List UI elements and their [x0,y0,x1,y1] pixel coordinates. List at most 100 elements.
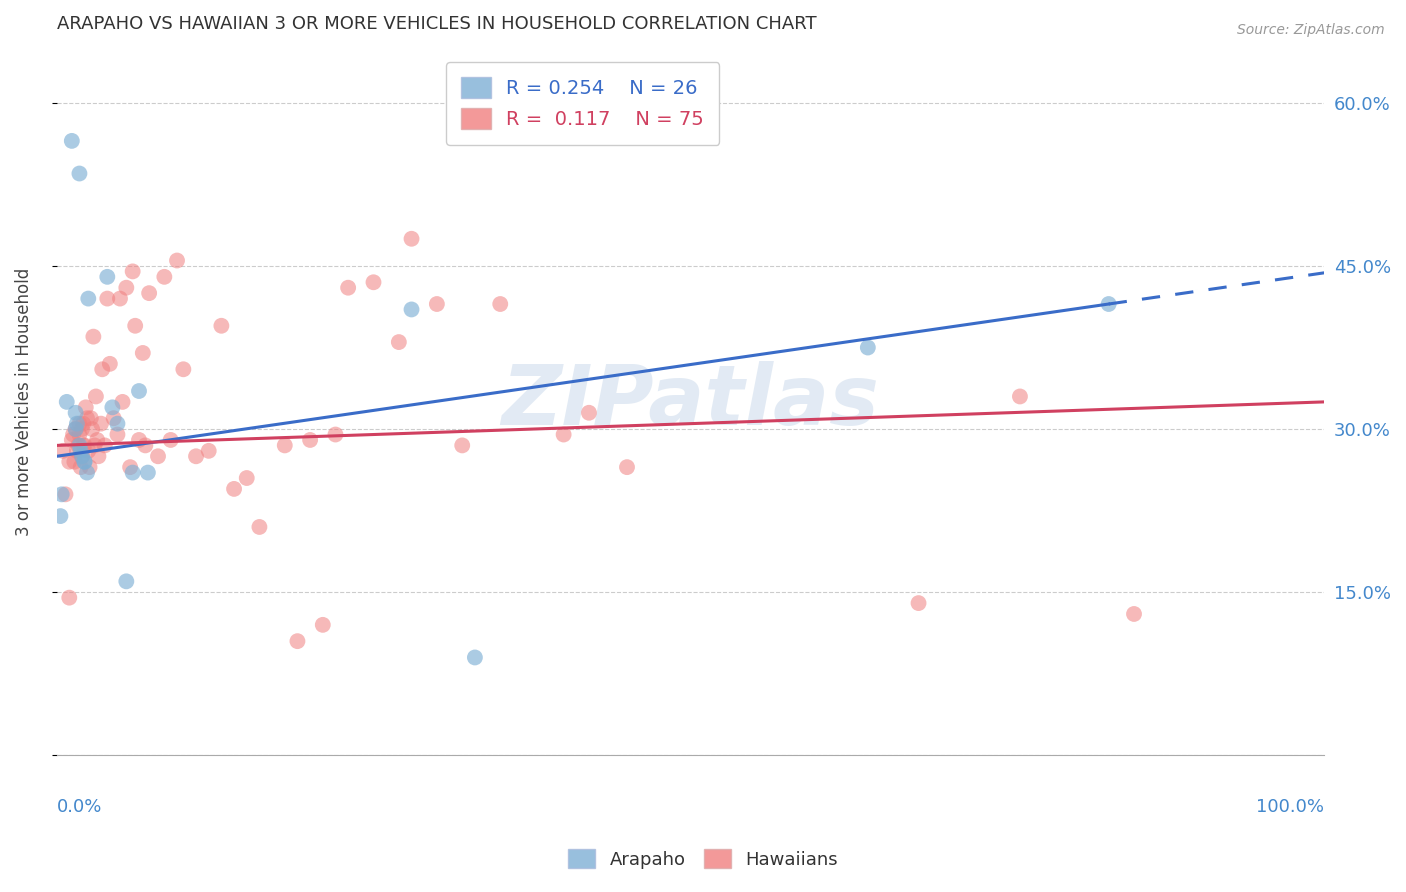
Point [52,443,75,458]
Point [1123,607,1146,621]
Point [401,232,423,246]
Point [128,433,150,447]
Point [98,357,121,371]
Point [67,167,90,181]
Point [363,275,385,289]
Point [401,302,423,317]
Point [103,411,125,425]
Point [153,269,176,284]
Point [124,318,146,333]
Point [75,401,97,415]
Point [134,438,156,452]
Point [86,433,108,447]
Point [77,292,100,306]
Point [65,422,87,436]
Text: 0.0%: 0.0% [56,797,103,816]
Point [60,134,83,148]
Text: ZIPatlas: ZIPatlas [502,361,879,442]
Point [79,460,101,475]
Point [70,422,93,436]
Point [907,596,929,610]
Point [451,438,474,452]
Point [69,460,91,475]
Point [337,281,360,295]
Point [55,487,77,501]
Point [299,433,322,447]
Point [91,362,114,376]
Point [249,520,271,534]
Point [96,292,118,306]
Point [82,329,104,343]
Point [489,297,512,311]
Point [166,253,188,268]
Point [82,422,104,436]
Point [76,411,98,425]
Point [287,634,309,648]
Point [73,455,96,469]
Point [70,450,93,464]
Point [222,482,245,496]
Point [578,406,600,420]
Point [60,433,83,447]
Point [51,487,73,501]
Legend: R = 0.254    N = 26, R =  0.117    N = 75: R = 0.254 N = 26, R = 0.117 N = 75 [446,62,720,145]
Point [121,466,143,480]
Point [101,401,124,415]
Point [67,427,90,442]
Point [84,389,107,403]
Point [63,455,86,469]
Text: 100.0%: 100.0% [1256,797,1324,816]
Point [121,264,143,278]
Point [235,471,257,485]
Point [67,417,90,431]
Point [107,427,129,442]
Point [132,346,155,360]
Point [146,450,169,464]
Point [388,334,411,349]
Point [111,395,134,409]
Point [136,466,159,480]
Point [553,427,575,442]
Point [159,433,181,447]
Point [128,384,150,398]
Point [67,438,90,452]
Point [96,269,118,284]
Point [83,438,105,452]
Legend: Arapaho, Hawaiians: Arapaho, Hawaiians [561,842,845,876]
Point [197,443,219,458]
Text: Source: ZipAtlas.com: Source: ZipAtlas.com [1237,23,1385,37]
Point [90,417,112,431]
Point [108,292,131,306]
Point [426,297,449,311]
Point [209,318,232,333]
Point [115,281,138,295]
Point [856,341,879,355]
Point [65,422,87,436]
Point [73,455,96,469]
Point [87,450,110,464]
Point [77,443,100,458]
Point [69,443,91,458]
Point [55,395,77,409]
Point [616,460,638,475]
Point [94,438,117,452]
Point [115,574,138,589]
Point [72,417,94,431]
Point [312,617,335,632]
Point [58,591,80,605]
Point [1098,297,1121,311]
Point [65,406,87,420]
Point [58,455,80,469]
Point [70,450,93,464]
Point [62,427,84,442]
Point [49,509,72,524]
Point [67,438,90,452]
Point [172,362,194,376]
Point [464,650,486,665]
Point [184,450,207,464]
Point [274,438,297,452]
Point [325,427,347,442]
Point [1008,389,1031,403]
Point [66,443,89,458]
Y-axis label: 3 or more Vehicles in Household: 3 or more Vehicles in Household [15,268,32,536]
